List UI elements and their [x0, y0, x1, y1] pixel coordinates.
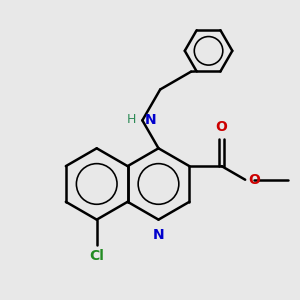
Text: H: H	[127, 113, 136, 126]
Text: Cl: Cl	[89, 249, 104, 263]
Text: N: N	[145, 112, 157, 127]
Text: N: N	[153, 228, 164, 242]
Text: O: O	[249, 173, 260, 187]
Text: O: O	[216, 120, 228, 134]
